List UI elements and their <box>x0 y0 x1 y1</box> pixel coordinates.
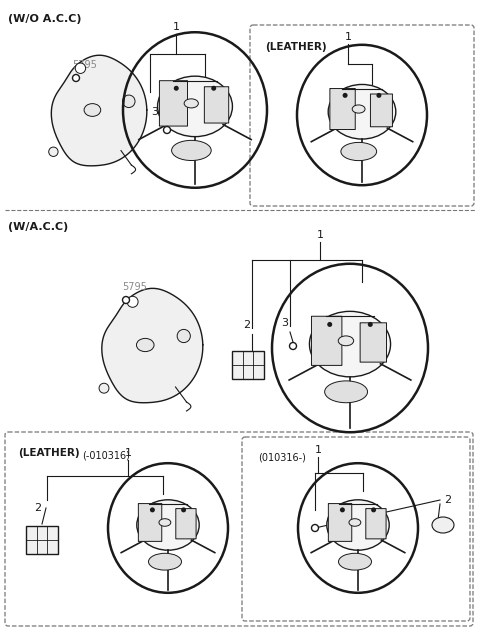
Text: (W/A.C.C): (W/A.C.C) <box>8 222 68 232</box>
Polygon shape <box>51 55 147 166</box>
Text: 1: 1 <box>124 448 132 458</box>
Text: 1: 1 <box>172 22 180 32</box>
Circle shape <box>174 86 179 91</box>
Text: 2: 2 <box>35 503 42 513</box>
Circle shape <box>122 95 135 107</box>
Circle shape <box>150 507 155 513</box>
Ellipse shape <box>137 500 199 550</box>
FancyBboxPatch shape <box>312 316 342 365</box>
Text: (W/O A.C.C): (W/O A.C.C) <box>8 14 82 24</box>
Text: (-010316): (-010316) <box>82 450 130 460</box>
Ellipse shape <box>84 104 101 116</box>
Ellipse shape <box>184 99 198 108</box>
Text: 3: 3 <box>281 318 288 328</box>
Ellipse shape <box>310 312 391 377</box>
FancyBboxPatch shape <box>138 504 162 542</box>
Circle shape <box>327 322 332 327</box>
FancyBboxPatch shape <box>204 87 228 123</box>
Ellipse shape <box>352 105 365 113</box>
Ellipse shape <box>328 85 396 139</box>
Circle shape <box>289 343 297 349</box>
Ellipse shape <box>148 553 181 570</box>
Ellipse shape <box>432 517 454 533</box>
Text: 3: 3 <box>152 107 158 117</box>
Text: 2: 2 <box>243 320 251 330</box>
FancyBboxPatch shape <box>371 94 393 127</box>
Text: (LEATHER): (LEATHER) <box>265 42 326 52</box>
Circle shape <box>368 322 373 327</box>
Circle shape <box>75 63 85 73</box>
FancyBboxPatch shape <box>328 504 352 542</box>
Text: (010316-): (010316-) <box>258 452 306 462</box>
Circle shape <box>164 126 170 133</box>
Circle shape <box>340 507 345 513</box>
Polygon shape <box>102 288 203 403</box>
Circle shape <box>211 86 216 91</box>
Circle shape <box>376 93 382 98</box>
FancyBboxPatch shape <box>176 509 196 539</box>
Circle shape <box>181 507 186 513</box>
Bar <box>26 526 58 554</box>
Ellipse shape <box>324 381 368 403</box>
Circle shape <box>371 507 376 513</box>
Ellipse shape <box>341 142 377 161</box>
Bar <box>232 351 264 379</box>
Ellipse shape <box>338 336 354 346</box>
Text: (LEATHER): (LEATHER) <box>18 448 80 458</box>
Circle shape <box>127 296 138 307</box>
Circle shape <box>177 329 191 343</box>
Circle shape <box>122 296 130 303</box>
Ellipse shape <box>159 519 171 526</box>
Circle shape <box>343 93 348 98</box>
Circle shape <box>72 75 80 82</box>
Text: 1: 1 <box>345 32 351 42</box>
FancyBboxPatch shape <box>360 323 386 362</box>
Text: 5795: 5795 <box>72 60 97 70</box>
FancyBboxPatch shape <box>330 88 355 130</box>
Circle shape <box>99 383 109 393</box>
Circle shape <box>49 147 58 157</box>
Circle shape <box>312 525 319 532</box>
Ellipse shape <box>338 553 372 570</box>
Ellipse shape <box>349 519 361 526</box>
Text: 1: 1 <box>314 445 322 455</box>
FancyBboxPatch shape <box>159 81 188 126</box>
FancyBboxPatch shape <box>366 509 386 539</box>
Text: 1: 1 <box>316 230 324 240</box>
Text: 5795: 5795 <box>122 282 147 292</box>
Ellipse shape <box>327 500 389 550</box>
Text: 2: 2 <box>444 495 452 505</box>
Ellipse shape <box>172 140 211 161</box>
Ellipse shape <box>136 338 154 351</box>
Ellipse shape <box>157 76 232 137</box>
